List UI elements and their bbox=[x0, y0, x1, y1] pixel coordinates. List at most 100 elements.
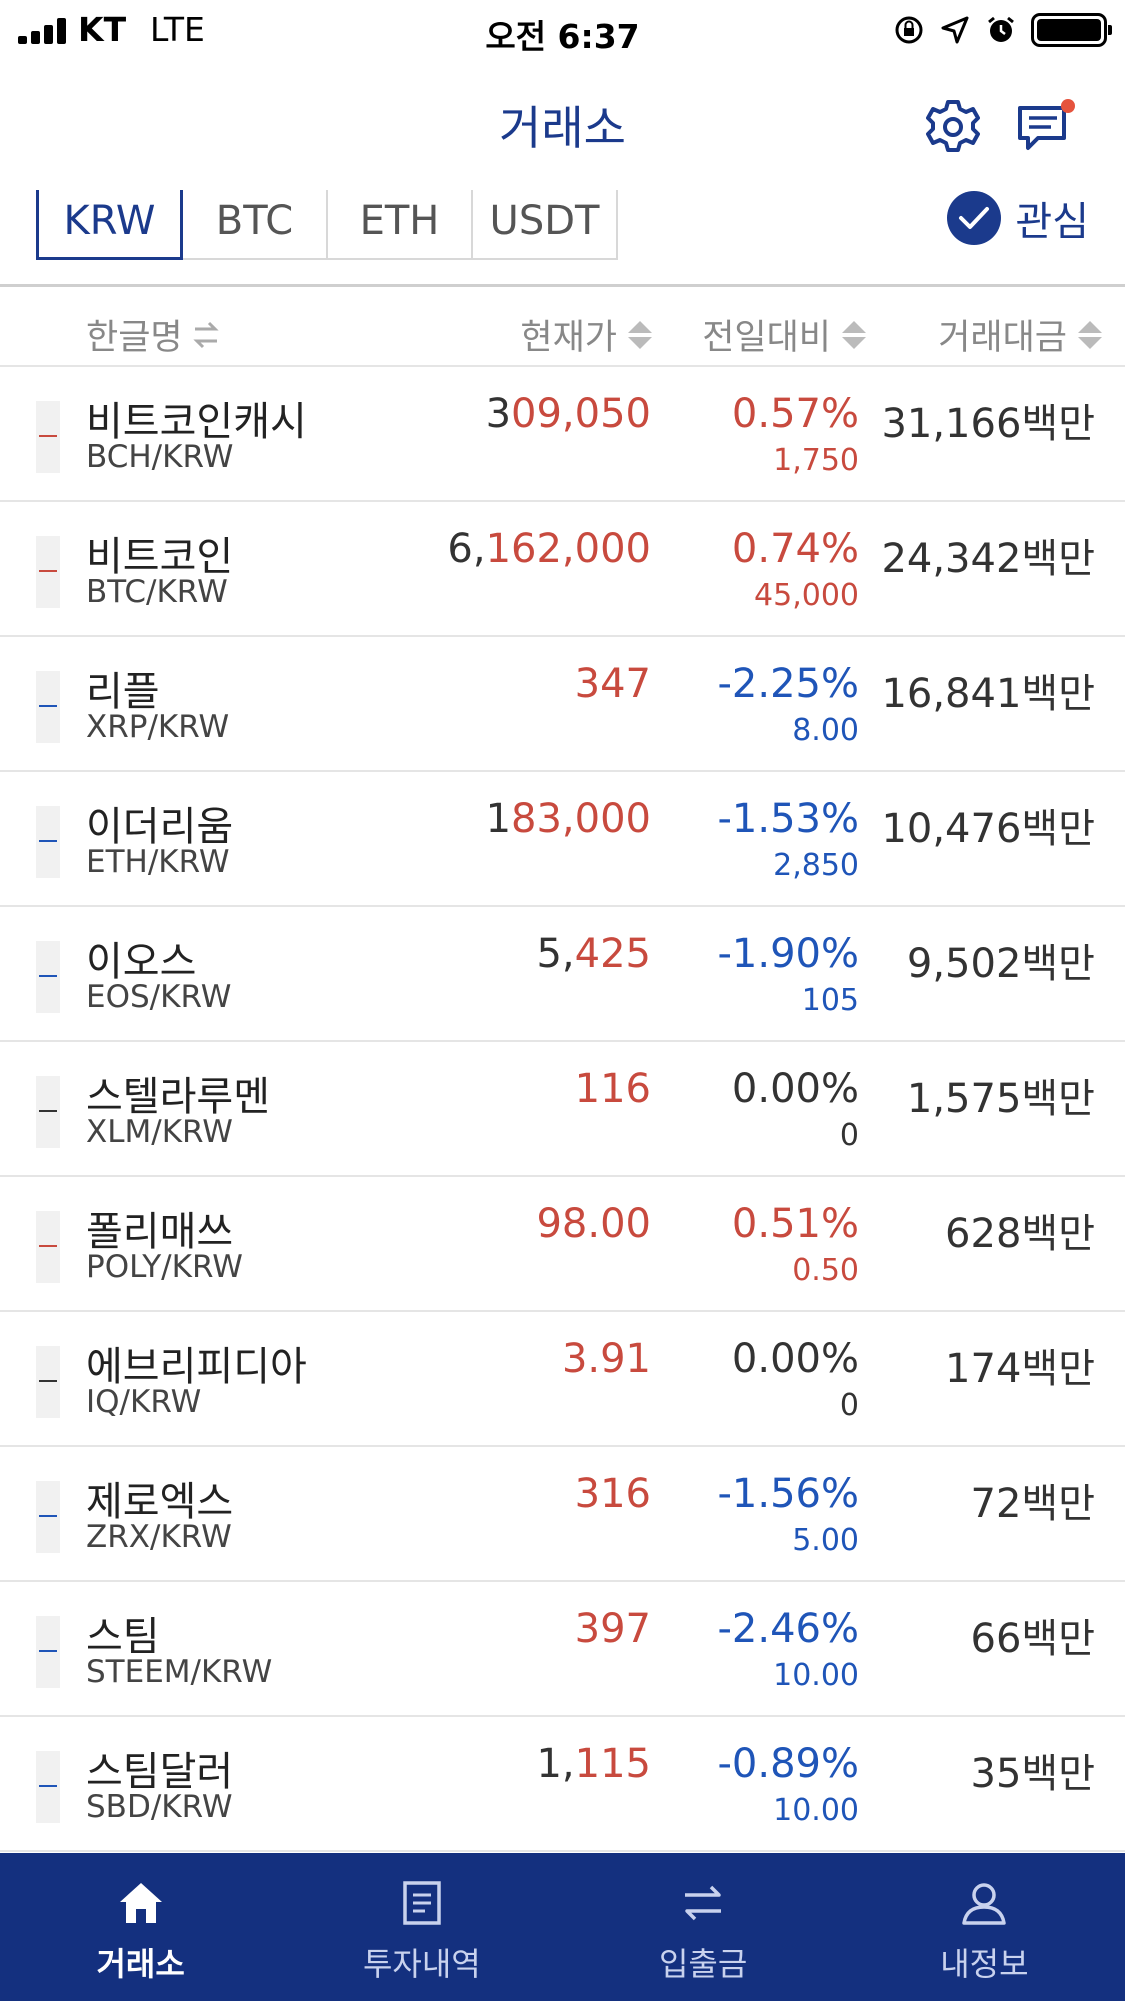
nav-transfers[interactable]: 입출금 bbox=[563, 1853, 844, 2001]
trade-volume: 9,502백만 bbox=[906, 941, 1095, 987]
change-percent: -2.25% bbox=[717, 661, 859, 707]
price-tail: 162,000 bbox=[485, 526, 651, 572]
change-amount: 0 bbox=[839, 1388, 859, 1423]
trade-volume: 628백만 bbox=[945, 1211, 1095, 1257]
coin-symbol: POLY/KRW bbox=[86, 1249, 243, 1285]
current-price: 347 bbox=[575, 661, 651, 707]
battery-icon bbox=[1031, 13, 1112, 47]
coin-row[interactable]: 제로엑스 ZRX/KRW 316 -1.56% 5.00 72백만 bbox=[0, 1447, 1125, 1582]
change-percent: -1.90% bbox=[717, 931, 859, 977]
tab-usdt[interactable]: USDT bbox=[471, 190, 618, 260]
tab-krw[interactable]: KRW bbox=[36, 190, 183, 260]
coin-name: 폴리매쓰 bbox=[86, 1209, 234, 1255]
gear-icon[interactable] bbox=[924, 98, 982, 156]
sort-change-button[interactable]: 전일대비 bbox=[702, 309, 869, 360]
current-price: 3.91 bbox=[562, 1336, 651, 1382]
change-amount: 5.00 bbox=[792, 1523, 859, 1558]
price-tail: 316 bbox=[574, 1471, 651, 1517]
current-price: 397 bbox=[575, 1606, 651, 1652]
coin-symbol: ZRX/KRW bbox=[86, 1519, 232, 1555]
nav-investments[interactable]: 투자내역 bbox=[281, 1853, 562, 2001]
coin-row[interactable]: 스팀 STEEM/KRW 397 -2.46% 10.00 66백만 bbox=[0, 1582, 1125, 1717]
coin-row[interactable]: 이더리움 ETH/KRW 183,000 -1.53% 2,850 10,476… bbox=[0, 772, 1125, 907]
check-icon bbox=[947, 191, 1002, 245]
change-percent: -0.89% bbox=[717, 1741, 859, 1787]
coin-symbol: EOS/KRW bbox=[86, 979, 232, 1015]
coin-name: 스텔라루멘 bbox=[86, 1074, 270, 1120]
nav-label: 내정보 bbox=[940, 1945, 1029, 1983]
coin-row[interactable]: 비트코인 BTC/KRW 6,162,000 0.74% 45,000 24,3… bbox=[0, 502, 1125, 637]
nav-label: 입출금 bbox=[658, 1945, 748, 1983]
favorites-label: 관심 bbox=[1015, 199, 1089, 245]
rotation-lock-icon bbox=[895, 16, 923, 44]
mini-chart bbox=[36, 1211, 60, 1283]
change-amount: 45,000 bbox=[754, 578, 859, 613]
network-label: LTE bbox=[150, 10, 205, 49]
clock: 오전 6:37 bbox=[485, 17, 640, 56]
trade-volume: 10,476백만 bbox=[881, 806, 1095, 852]
sort-volume-button[interactable]: 거래대금 bbox=[938, 309, 1105, 360]
coin-row[interactable]: 스팀달러 SBD/KRW 1,115 -0.89% 10.00 35백만 bbox=[0, 1717, 1125, 1852]
trade-volume: 16,841백만 bbox=[881, 671, 1095, 717]
current-price: 183,000 bbox=[486, 796, 651, 842]
change-percent: -1.56% bbox=[717, 1471, 859, 1517]
sort-price-button[interactable]: 현재가 bbox=[520, 309, 655, 360]
tab-btc[interactable]: BTC bbox=[181, 190, 328, 260]
price-tail: 98.00 bbox=[536, 1201, 651, 1247]
home-icon bbox=[119, 1883, 162, 1923]
nav-label: 거래소 bbox=[96, 1945, 185, 1983]
nav-my-info[interactable]: 내정보 bbox=[844, 1853, 1125, 2001]
change-percent: 0.57% bbox=[731, 391, 859, 437]
mini-chart bbox=[36, 1751, 60, 1823]
column-price-label: 현재가 bbox=[520, 318, 617, 358]
mini-chart bbox=[36, 941, 60, 1013]
coin-symbol: BTC/KRW bbox=[86, 574, 228, 610]
trade-volume: 31,166백만 bbox=[881, 401, 1095, 447]
coin-row[interactable]: 이오스 EOS/KRW 5,425 -1.90% 105 9,502백만 bbox=[0, 907, 1125, 1042]
column-name-label: 한글명 bbox=[86, 318, 183, 358]
nav-exchange[interactable]: 거래소 bbox=[0, 1853, 281, 2001]
price-head: 6, bbox=[447, 526, 486, 572]
coin-row[interactable]: 리플 XRP/KRW 347 -2.25% 8.00 16,841백만 bbox=[0, 637, 1125, 772]
sort-icon bbox=[842, 320, 866, 349]
change-amount: 2,850 bbox=[773, 848, 859, 883]
coin-symbol: IQ/KRW bbox=[86, 1384, 202, 1420]
current-price: 98.00 bbox=[536, 1201, 651, 1247]
coin-name: 제로엑스 bbox=[86, 1479, 234, 1525]
divider bbox=[0, 284, 1125, 287]
price-tail: 83,000 bbox=[511, 796, 651, 842]
tab-eth[interactable]: ETH bbox=[326, 190, 473, 260]
sort-name-button[interactable]: 한글명 bbox=[86, 309, 221, 360]
price-tail: 09,050 bbox=[511, 391, 651, 437]
coin-symbol: ETH/KRW bbox=[86, 844, 230, 880]
mini-chart bbox=[36, 1616, 60, 1688]
chat-icon[interactable] bbox=[1016, 98, 1078, 156]
trade-volume: 66백만 bbox=[970, 1616, 1096, 1662]
change-amount: 0 bbox=[839, 1118, 859, 1153]
column-change-label: 전일대비 bbox=[702, 318, 831, 358]
coin-name: 비트코인캐시 bbox=[86, 399, 307, 445]
coin-name: 비트코인 bbox=[86, 534, 234, 580]
transfer-icon bbox=[685, 1885, 722, 1921]
trade-volume: 35백만 bbox=[970, 1751, 1096, 1797]
coin-row[interactable]: 비트코인캐시 BCH/KRW 309,050 0.57% 1,750 31,16… bbox=[0, 367, 1125, 502]
coin-symbol: XRP/KRW bbox=[86, 709, 230, 745]
price-tail: 115 bbox=[574, 1741, 651, 1787]
coin-row[interactable]: 폴리매쓰 POLY/KRW 98.00 0.51% 0.50 628백만 bbox=[0, 1177, 1125, 1312]
favorites-toggle[interactable]: 관심 bbox=[947, 190, 1089, 246]
trade-volume: 174백만 bbox=[945, 1346, 1095, 1392]
current-price: 1,115 bbox=[536, 1741, 651, 1787]
price-head: 1, bbox=[536, 1741, 575, 1787]
current-price: 316 bbox=[575, 1471, 651, 1517]
change-percent: -1.53% bbox=[717, 796, 859, 842]
change-percent: 0.74% bbox=[731, 526, 859, 572]
current-price: 309,050 bbox=[486, 391, 651, 437]
change-amount: 1,750 bbox=[773, 443, 859, 478]
price-tail: 116 bbox=[574, 1066, 651, 1112]
coin-row[interactable]: 에브리피디아 IQ/KRW 3.91 0.00% 0 174백만 bbox=[0, 1312, 1125, 1447]
price-tail: 3.91 bbox=[561, 1336, 651, 1382]
column-header: 한글명 현재가 전일대비 거래대금 bbox=[0, 287, 1125, 367]
coin-row[interactable]: 스텔라루멘 XLM/KRW 116 0.00% 0 1,575백만 bbox=[0, 1042, 1125, 1177]
current-price: 5,425 bbox=[536, 931, 651, 977]
coin-name: 스팀달러 bbox=[86, 1749, 234, 1795]
